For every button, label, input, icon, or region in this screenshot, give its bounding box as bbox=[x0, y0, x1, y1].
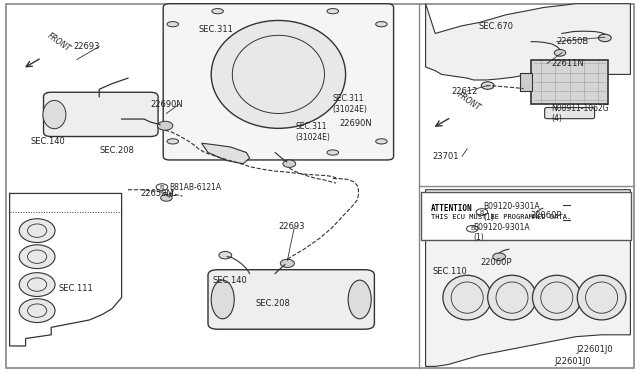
Ellipse shape bbox=[167, 139, 179, 144]
Bar bbox=[520, 73, 532, 91]
Ellipse shape bbox=[376, 139, 387, 144]
Ellipse shape bbox=[481, 82, 494, 89]
FancyBboxPatch shape bbox=[421, 192, 631, 240]
Ellipse shape bbox=[212, 150, 223, 155]
Bar bbox=[531, 60, 608, 104]
Ellipse shape bbox=[443, 275, 492, 320]
Ellipse shape bbox=[157, 121, 173, 130]
Text: SEC.208: SEC.208 bbox=[256, 299, 291, 308]
Ellipse shape bbox=[280, 259, 294, 267]
Text: 22611N: 22611N bbox=[552, 59, 584, 68]
Ellipse shape bbox=[493, 253, 506, 260]
Text: 22060P: 22060P bbox=[530, 211, 561, 220]
Text: SEC.111: SEC.111 bbox=[59, 284, 93, 293]
Ellipse shape bbox=[161, 195, 172, 201]
Ellipse shape bbox=[211, 20, 346, 128]
Text: 22612: 22612 bbox=[452, 87, 478, 96]
Text: SEC.311
(31024E): SEC.311 (31024E) bbox=[333, 94, 367, 114]
Ellipse shape bbox=[19, 245, 55, 269]
Text: 22690N: 22690N bbox=[339, 119, 372, 128]
Text: N08911-1062G
(4): N08911-1062G (4) bbox=[552, 104, 609, 123]
Text: 22693: 22693 bbox=[278, 222, 305, 231]
Text: SEC.311
(31024E): SEC.311 (31024E) bbox=[296, 122, 330, 142]
Polygon shape bbox=[426, 4, 630, 80]
Circle shape bbox=[156, 184, 168, 190]
Text: J22601J0: J22601J0 bbox=[576, 345, 612, 354]
Text: B: B bbox=[480, 209, 484, 215]
Text: 22650M: 22650M bbox=[141, 189, 175, 198]
Circle shape bbox=[467, 225, 478, 232]
Ellipse shape bbox=[488, 275, 536, 320]
Polygon shape bbox=[426, 190, 630, 366]
Text: B09120-9301A
(1): B09120-9301A (1) bbox=[483, 202, 540, 222]
Text: 22693: 22693 bbox=[74, 42, 100, 51]
Text: J22601J0: J22601J0 bbox=[554, 357, 591, 366]
Text: SEC.208: SEC.208 bbox=[99, 146, 134, 155]
Text: B09120-9301A
(1): B09120-9301A (1) bbox=[474, 223, 530, 242]
Ellipse shape bbox=[376, 22, 387, 27]
Circle shape bbox=[476, 209, 488, 215]
Text: 22060P: 22060P bbox=[480, 258, 511, 267]
Text: THIS ECU MUST BE PROGRAMMED DATA.: THIS ECU MUST BE PROGRAMMED DATA. bbox=[431, 214, 571, 220]
Text: SEC.140: SEC.140 bbox=[31, 137, 65, 146]
Polygon shape bbox=[202, 143, 250, 164]
Ellipse shape bbox=[19, 219, 55, 243]
Text: B81AB-6121A: B81AB-6121A bbox=[170, 183, 221, 192]
Ellipse shape bbox=[348, 280, 371, 319]
Text: ATTENTION: ATTENTION bbox=[431, 204, 472, 213]
Text: 22650B: 22650B bbox=[557, 37, 589, 46]
Ellipse shape bbox=[532, 275, 581, 320]
Text: 23701: 23701 bbox=[432, 152, 458, 161]
Ellipse shape bbox=[327, 150, 339, 155]
Text: SEC.140: SEC.140 bbox=[212, 276, 247, 285]
Ellipse shape bbox=[167, 22, 179, 27]
Ellipse shape bbox=[219, 251, 232, 259]
Ellipse shape bbox=[212, 9, 223, 14]
Ellipse shape bbox=[598, 34, 611, 42]
Ellipse shape bbox=[552, 202, 562, 208]
Ellipse shape bbox=[327, 9, 339, 14]
Ellipse shape bbox=[552, 217, 562, 223]
Ellipse shape bbox=[530, 214, 543, 221]
Ellipse shape bbox=[19, 273, 55, 296]
Text: FRONT: FRONT bbox=[456, 90, 482, 113]
Text: SEC.110: SEC.110 bbox=[433, 267, 467, 276]
Text: FRONT: FRONT bbox=[46, 31, 72, 53]
FancyBboxPatch shape bbox=[208, 270, 374, 329]
Ellipse shape bbox=[43, 100, 66, 129]
FancyBboxPatch shape bbox=[163, 4, 394, 160]
Ellipse shape bbox=[19, 299, 55, 323]
FancyBboxPatch shape bbox=[545, 108, 595, 119]
Ellipse shape bbox=[577, 275, 626, 320]
Text: SEC.670: SEC.670 bbox=[479, 22, 514, 31]
Ellipse shape bbox=[211, 280, 234, 319]
Text: 22690N: 22690N bbox=[150, 100, 183, 109]
Ellipse shape bbox=[554, 49, 566, 56]
Text: B: B bbox=[470, 226, 474, 231]
FancyBboxPatch shape bbox=[44, 92, 158, 137]
Ellipse shape bbox=[283, 160, 296, 167]
Text: B: B bbox=[160, 185, 164, 190]
Text: SEC.311: SEC.311 bbox=[198, 25, 233, 34]
